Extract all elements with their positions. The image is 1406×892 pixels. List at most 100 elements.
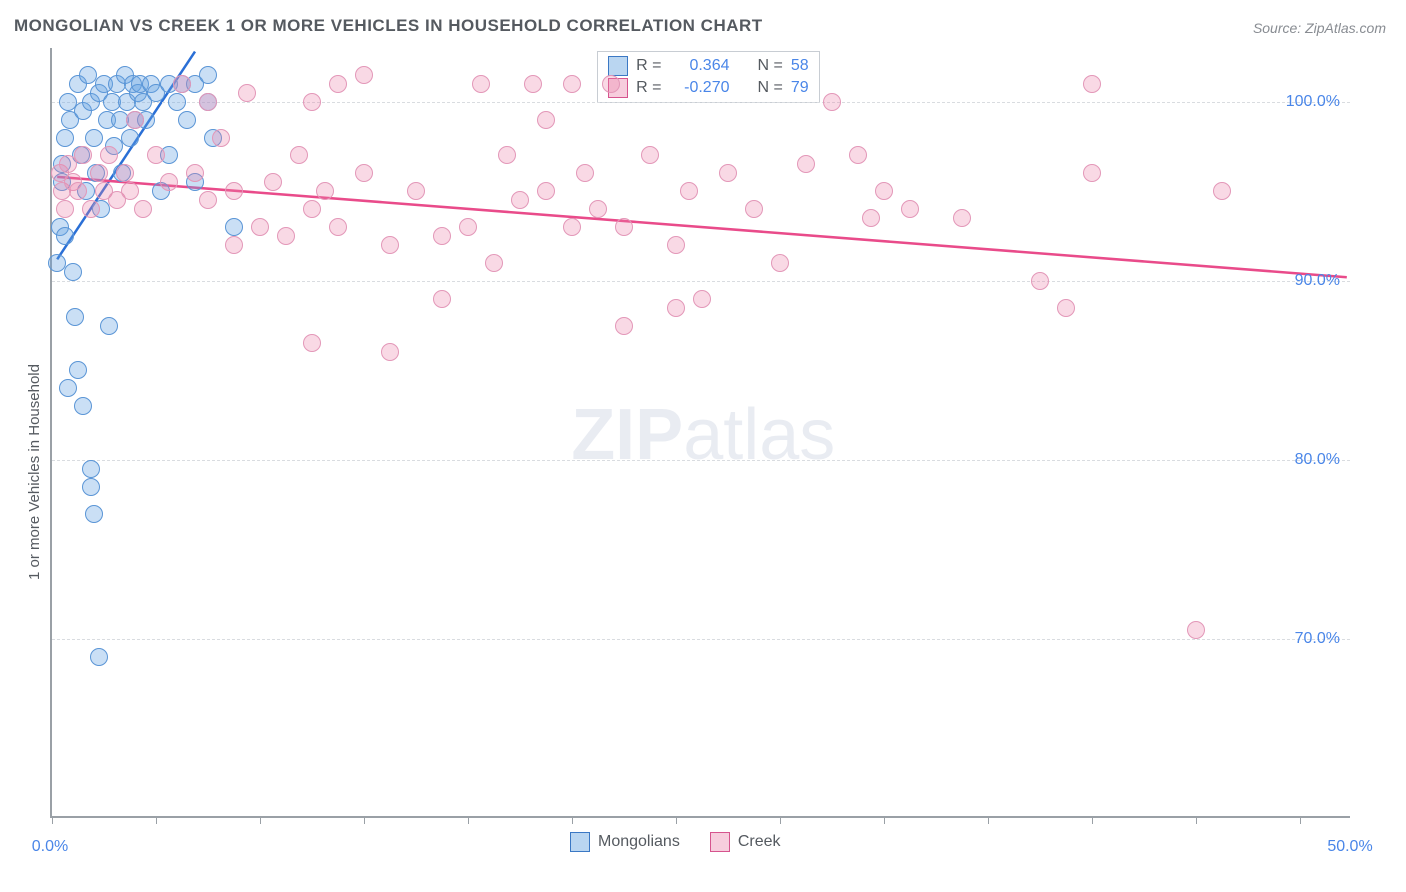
data-point [225, 218, 243, 236]
x-tick [1196, 816, 1197, 824]
source-label: Source: ZipAtlas.com [1253, 20, 1386, 36]
data-point [875, 182, 893, 200]
data-point [90, 648, 108, 666]
gridline [52, 639, 1350, 640]
x-tick [260, 816, 261, 824]
x-tick-label: 0.0% [32, 838, 68, 856]
x-tick [676, 816, 677, 824]
legend-series-label: Creek [738, 833, 781, 851]
data-point [1083, 164, 1101, 182]
data-point [199, 93, 217, 111]
data-point [524, 75, 542, 93]
data-point [186, 164, 204, 182]
data-point [1057, 299, 1075, 317]
data-point [56, 227, 74, 245]
chart-title: MONGOLIAN VS CREEK 1 OR MORE VEHICLES IN… [14, 16, 763, 36]
x-tick [364, 816, 365, 824]
data-point [680, 182, 698, 200]
data-point [797, 155, 815, 173]
x-tick [52, 816, 53, 824]
data-point [511, 191, 529, 209]
data-point [381, 236, 399, 254]
data-point [849, 146, 867, 164]
gridline [52, 102, 1350, 103]
data-point [199, 191, 217, 209]
data-point [290, 146, 308, 164]
data-point [69, 361, 87, 379]
data-point [59, 379, 77, 397]
data-point [225, 182, 243, 200]
data-point [953, 209, 971, 227]
plot-area: ZIPatlas R = 0.364N = 58R = -0.270N = 79… [50, 48, 1350, 818]
x-tick [884, 816, 885, 824]
data-point [563, 75, 581, 93]
data-point [173, 75, 191, 93]
data-point [82, 478, 100, 496]
chart-container: MONGOLIAN VS CREEK 1 OR MORE VEHICLES IN… [0, 0, 1406, 892]
watermark: ZIPatlas [571, 394, 835, 476]
y-axis-label: 1 or more Vehicles in Household [26, 364, 43, 580]
data-point [303, 93, 321, 111]
data-point [745, 200, 763, 218]
y-tick-label: 90.0% [1295, 272, 1340, 290]
data-point [277, 227, 295, 245]
data-point [264, 173, 282, 191]
data-point [433, 290, 451, 308]
legend-swatch [608, 56, 628, 76]
data-point [602, 75, 620, 93]
data-point [355, 164, 373, 182]
data-point [121, 182, 139, 200]
data-point [862, 209, 880, 227]
data-point [66, 308, 84, 326]
data-point [1031, 272, 1049, 290]
data-point [329, 75, 347, 93]
gridline [52, 281, 1350, 282]
data-point [85, 505, 103, 523]
data-point [69, 182, 87, 200]
data-point [771, 254, 789, 272]
y-tick-label: 100.0% [1286, 93, 1340, 111]
data-point [85, 129, 103, 147]
data-point [212, 129, 230, 147]
legend-row: R = 0.364 N = 58 [608, 56, 808, 76]
data-point [199, 66, 217, 84]
legend-n-prefix: N = [758, 79, 783, 97]
data-point [100, 146, 118, 164]
data-point [56, 129, 74, 147]
x-tick [156, 816, 157, 824]
data-point [576, 164, 594, 182]
legend-n-value: 58 [791, 57, 809, 75]
legend-n-prefix: N = [758, 57, 783, 75]
legend-series-label: Mongolians [598, 833, 680, 851]
x-tick [1300, 816, 1301, 824]
data-point [472, 75, 490, 93]
y-tick-label: 70.0% [1295, 630, 1340, 648]
x-tick [988, 816, 989, 824]
legend-series: Mongolians Creek [570, 832, 781, 852]
data-point [407, 182, 425, 200]
data-point [485, 254, 503, 272]
data-point [178, 111, 196, 129]
legend-series-item: Mongolians [570, 832, 680, 852]
data-point [498, 146, 516, 164]
data-point [100, 317, 118, 335]
data-point [116, 164, 134, 182]
data-point [719, 164, 737, 182]
data-point [303, 334, 321, 352]
data-point [126, 111, 144, 129]
legend-r-prefix: R = [636, 57, 661, 75]
legend-swatch [570, 832, 590, 852]
data-point [64, 263, 82, 281]
data-point [147, 146, 165, 164]
watermark-zip: ZIP [571, 395, 683, 475]
x-tick [780, 816, 781, 824]
legend-r-prefix: R = [636, 79, 661, 97]
data-point [121, 129, 139, 147]
legend-r-value: 0.364 [670, 57, 730, 75]
legend-series-item: Creek [710, 832, 781, 852]
data-point [433, 227, 451, 245]
data-point [693, 290, 711, 308]
data-point [134, 200, 152, 218]
data-point [1187, 621, 1205, 639]
data-point [225, 236, 243, 254]
